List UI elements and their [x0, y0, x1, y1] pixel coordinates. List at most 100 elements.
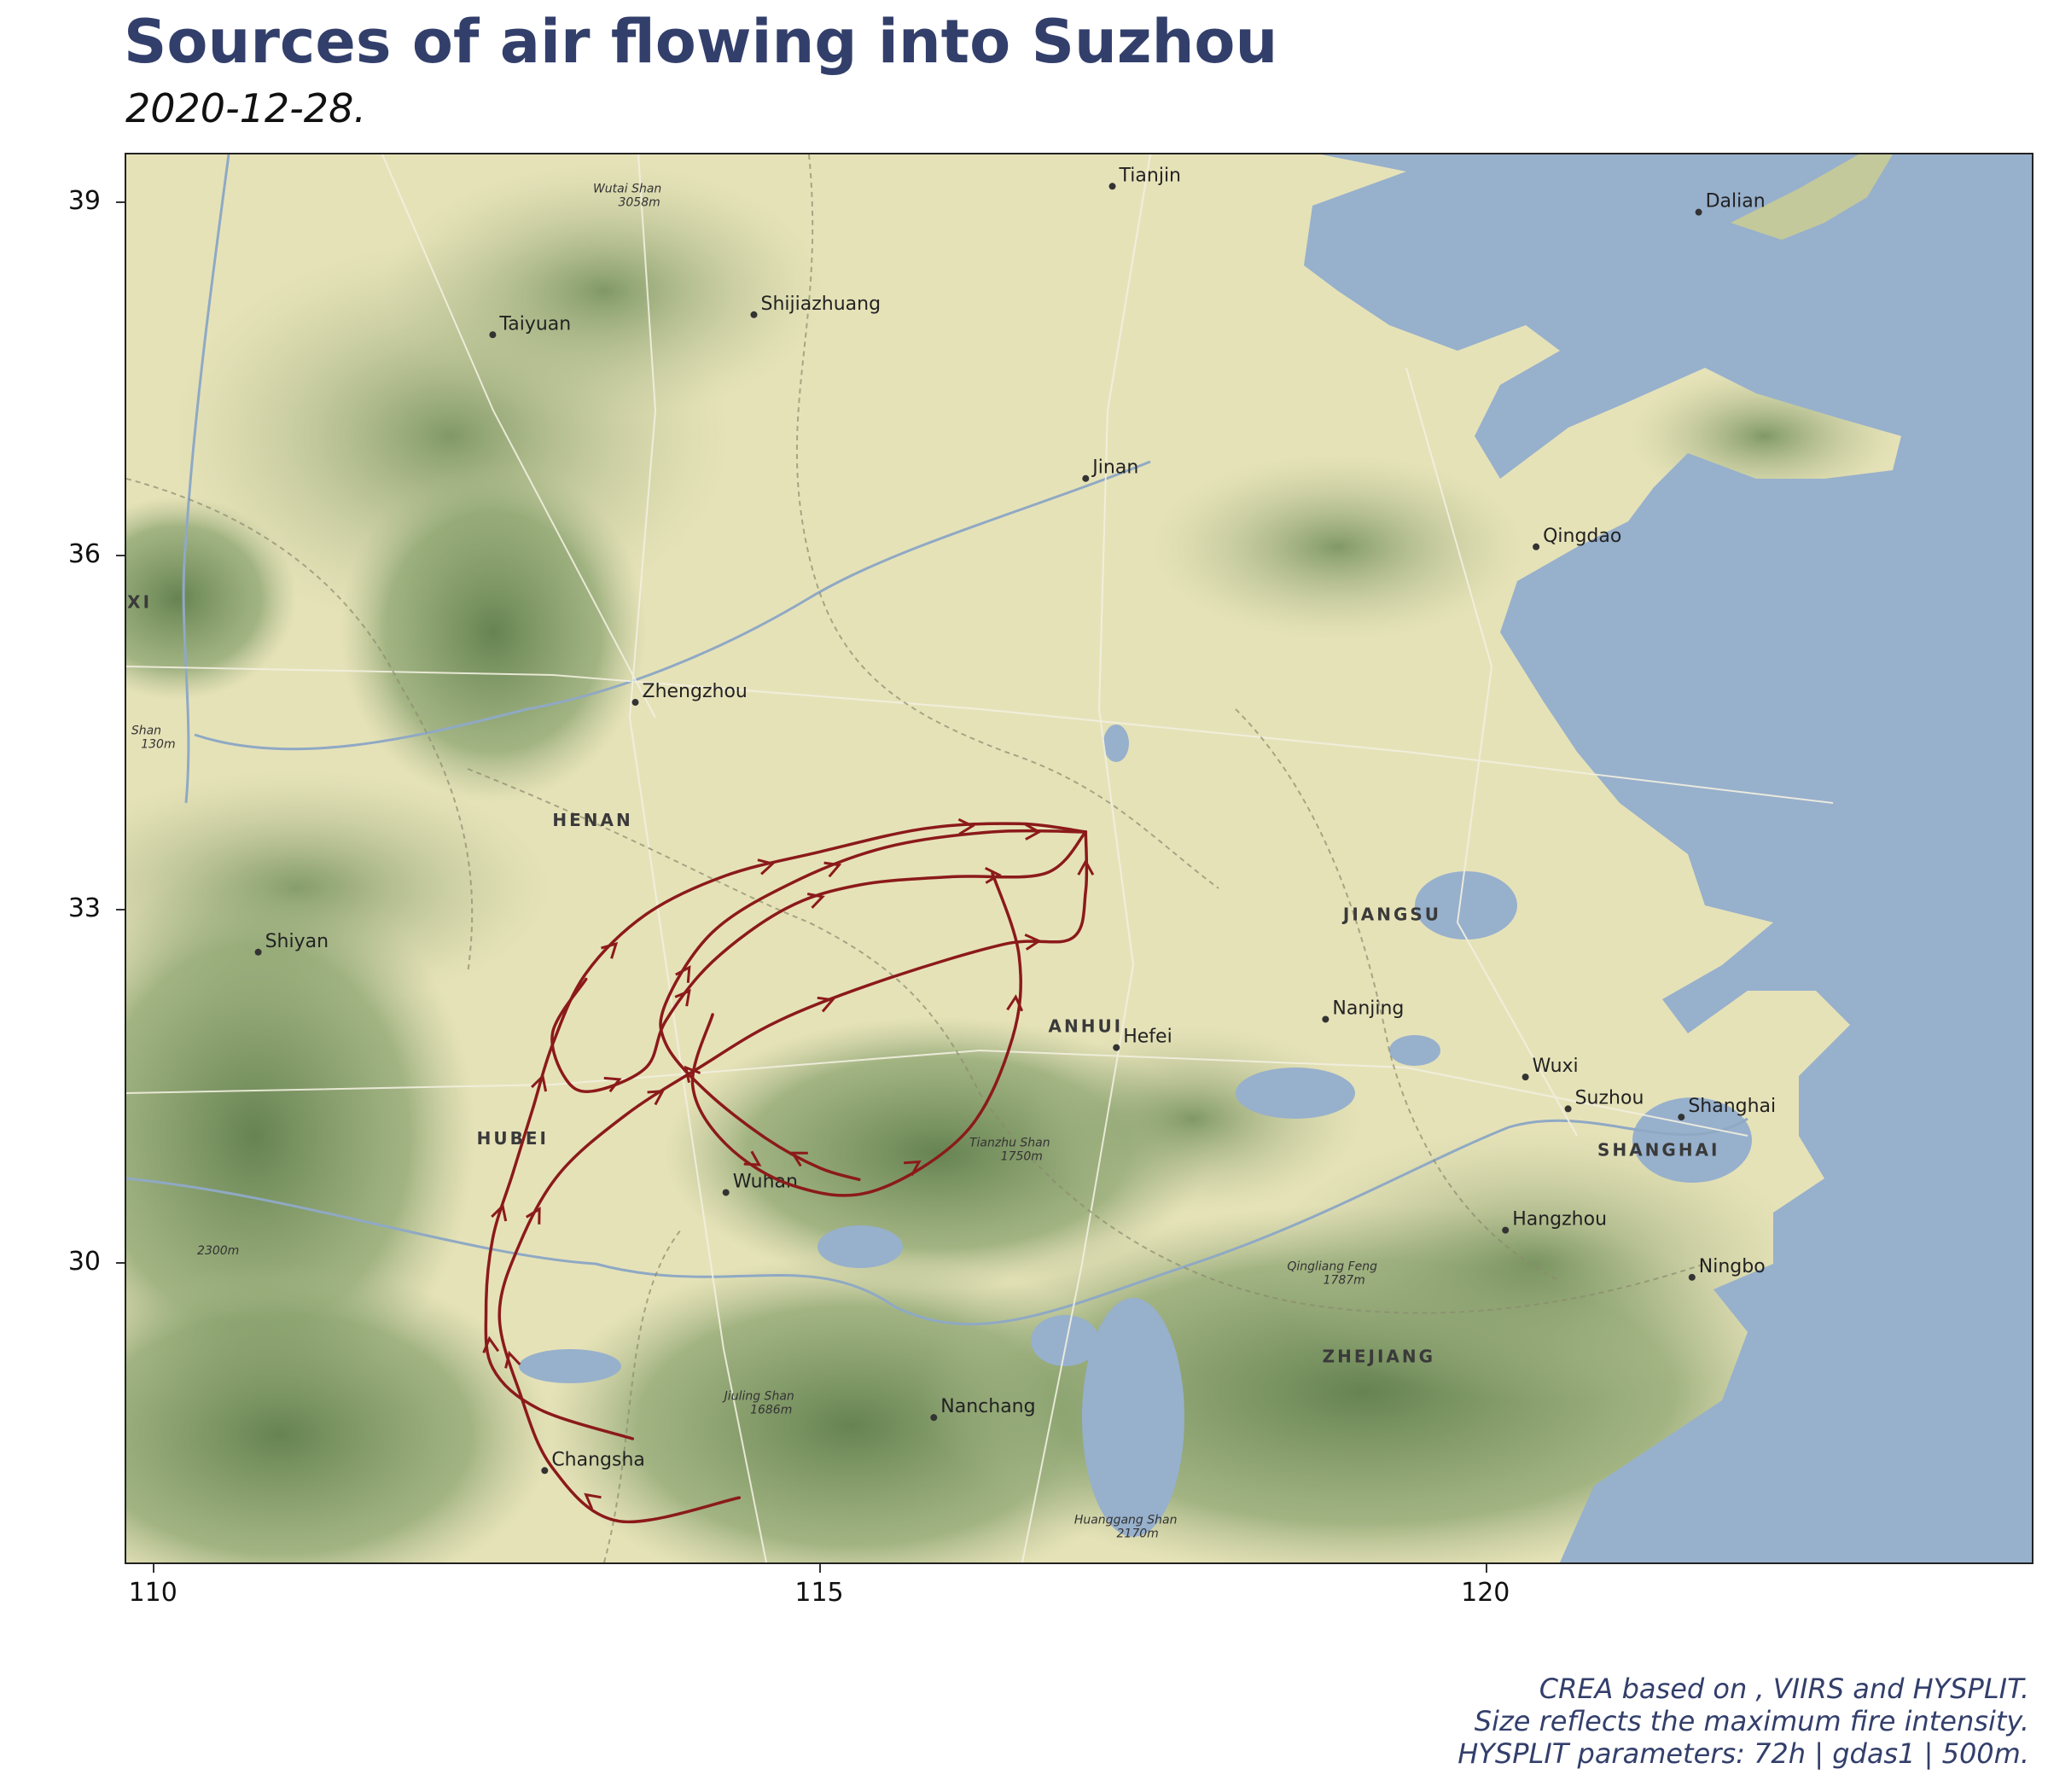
trajectory-arrow [1077, 858, 1095, 876]
city-label: Wuxi [1533, 1056, 1579, 1077]
city-marker [1695, 208, 1702, 216]
y-tick-label: 36 [67, 539, 101, 570]
page-subtitle: 2020-12-28. [125, 85, 366, 131]
trajectory-line [690, 871, 1022, 1197]
trajectory-arrow [817, 996, 835, 1013]
trajectory-line [484, 822, 1088, 1440]
province-label: ANHUI [1048, 1016, 1123, 1037]
city-marker [1688, 1273, 1696, 1281]
terrain-layer [126, 163, 1901, 1562]
city-marker [1322, 1015, 1329, 1023]
trajectory-arrow [904, 1160, 922, 1177]
y-tick-label: 33 [67, 893, 101, 923]
trajectory-arrow [504, 1350, 521, 1369]
city-label: Qingdao [1543, 526, 1621, 547]
peak-elevation-label: 1787m [1324, 1274, 1365, 1288]
province-label: XI [127, 592, 152, 613]
roads [126, 154, 1834, 1562]
sea-area [1304, 154, 2032, 1562]
x-tick-mark [153, 1564, 155, 1573]
trajectory-arrow [757, 858, 776, 876]
province-borders [126, 154, 1706, 1562]
trajectory-arrow [790, 1151, 808, 1167]
trajectory-arrow [957, 817, 975, 835]
y-tick-mark [116, 908, 125, 911]
x-tick-mark [1485, 1564, 1487, 1573]
trajectory-line [550, 830, 1088, 1093]
peak-name-label: Jiuling Shan [722, 1390, 794, 1404]
x-tick-label: 115 [794, 1578, 844, 1608]
city-label: Nanjing [1332, 998, 1404, 1019]
trajectory-arrow [743, 1150, 762, 1167]
city-marker [489, 331, 497, 339]
trajectory-arrow [806, 893, 825, 909]
trajectory-arrow [482, 1335, 500, 1353]
province-label: HENAN [552, 810, 632, 830]
city-label: Hangzhou [1512, 1209, 1607, 1231]
trajectory-arrow [531, 1073, 548, 1092]
trajectory-arrow [526, 1207, 541, 1225]
trajectory-arrow [584, 1492, 602, 1510]
city-label: Changsha [551, 1449, 645, 1470]
trajectory-arrow [603, 1076, 622, 1093]
city-label: Taiyuan [498, 313, 571, 335]
city-marker [722, 1189, 730, 1196]
city-label: Shijiazhuang [760, 294, 881, 315]
y-tick-mark [116, 555, 125, 557]
trajectory-arrow [823, 861, 842, 878]
page-title: Sources of air flowing into Suzhou [124, 7, 1278, 77]
peak-elevation-label: 3058m [618, 195, 660, 209]
caption: CREA based on , VIIRS and HYSPLIT. Size … [1457, 1673, 2029, 1770]
peak-elevation-label: 2170m [1117, 1527, 1159, 1541]
trajectories-layer [482, 817, 1095, 1524]
trajectory-arrow [601, 941, 619, 959]
map-canvas[interactable]: Tianjin Dalian Taiyuan Shijiazhuang Jinan Qin… [126, 154, 2032, 1562]
province-label: SHANGHAI [1597, 1140, 1719, 1161]
trajectory-arrow [675, 965, 691, 983]
trajectory-arrow [491, 1203, 508, 1222]
city-marker [1564, 1105, 1572, 1113]
x-tick-label: 120 [1461, 1578, 1510, 1608]
peak-name-label: Qingliang Feng [1287, 1260, 1377, 1274]
city-label: Shiyan [265, 931, 329, 952]
trajectory-line [497, 830, 1089, 1524]
city-label: Nanchang [940, 1396, 1035, 1417]
city-label: Jinan [1091, 457, 1138, 479]
city-marker [1082, 474, 1090, 482]
y-tick-mark [116, 201, 125, 204]
y-tick-label: 30 [67, 1246, 101, 1277]
city-label: Dalian [1706, 191, 1766, 212]
city-marker [930, 1414, 938, 1422]
caption-line-1: CREA based on , VIIRS and HYSPLIT. [1539, 1673, 2029, 1705]
city-marker [1678, 1114, 1685, 1121]
province-label: ZHEJIANG [1323, 1346, 1435, 1366]
city-marker [750, 311, 758, 318]
trajectory-arrow [1024, 934, 1042, 951]
city-label: Shanghai [1688, 1096, 1776, 1117]
city-label: Suzhou [1575, 1087, 1644, 1108]
city-label: Zhengzhou [643, 681, 748, 702]
city-marker [1113, 1044, 1120, 1051]
peak-elevation-label: 2300m [197, 1244, 239, 1258]
caption-line-3: HYSPLIT parameters: 72h | gdas1 | 500m. [1457, 1737, 2029, 1770]
city-label: Ningbo [1699, 1256, 1766, 1277]
peak-name-label: Huanggang Shan [1074, 1514, 1178, 1527]
city-marker [1108, 183, 1116, 190]
city-marker [254, 948, 262, 956]
city-label: Tianjin [1119, 165, 1181, 186]
rivers [126, 154, 1748, 1326]
peak-elevation-label: 1686m [750, 1404, 792, 1417]
trajectory-arrow [1025, 823, 1042, 841]
trajectory-arrow [985, 866, 1002, 884]
y-tick-mark [116, 1261, 125, 1264]
caption-line-2: Size reflects the maximum fire intensity… [1474, 1705, 2029, 1737]
x-tick-label: 110 [128, 1578, 177, 1608]
y-tick-label: 39 [67, 186, 101, 217]
trajectory-arrow [647, 1090, 666, 1106]
map-panel[interactable]: Tianjin Dalian Taiyuan Shijiazhuang Jinan Qin… [125, 153, 2033, 1564]
city-marker [541, 1467, 549, 1475]
peak-elevation-label: 130m [141, 737, 175, 751]
city-marker [1521, 1073, 1529, 1081]
liaodong-peninsula [1731, 154, 1893, 240]
lakes [519, 724, 1752, 1537]
